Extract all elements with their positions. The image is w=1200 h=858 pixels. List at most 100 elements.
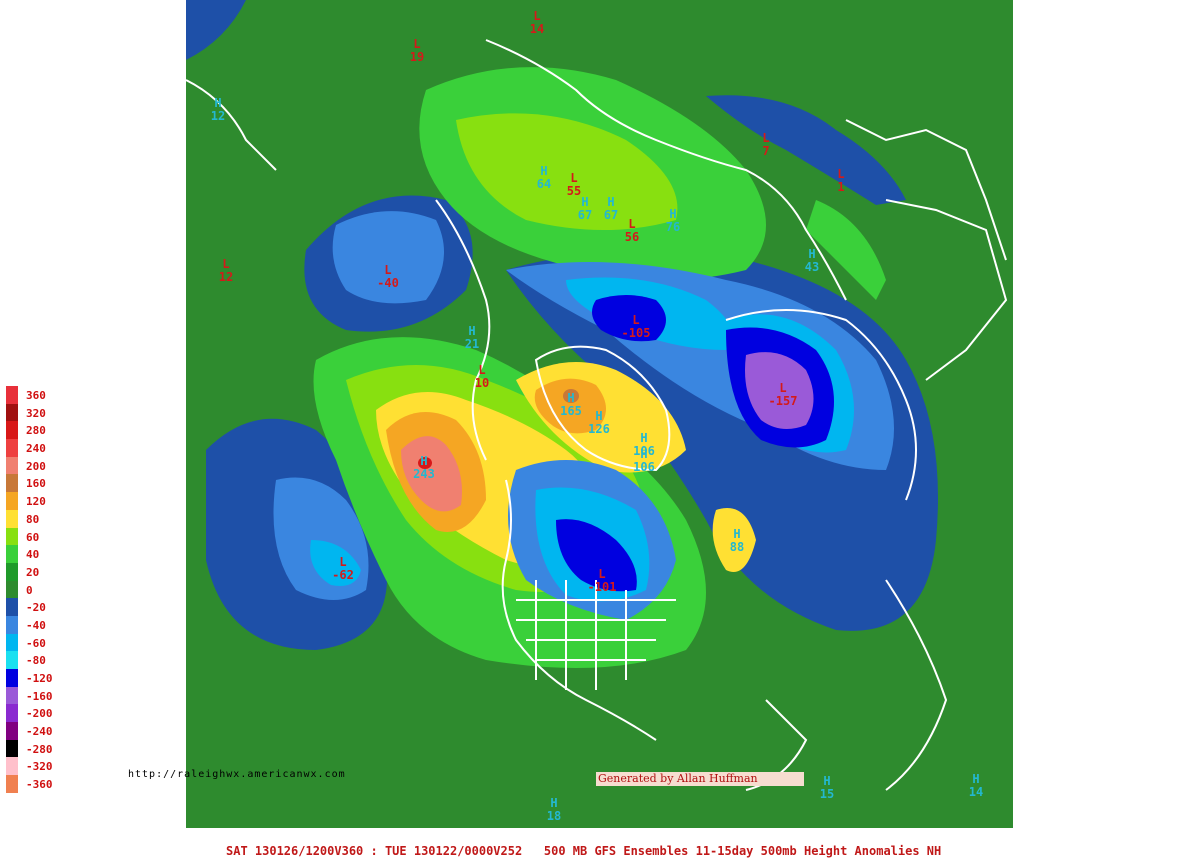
land-boundaries: [186, 39, 1008, 791]
legend-label: 280: [26, 424, 46, 438]
center-symbol: H: [607, 195, 615, 209]
legend-row: 360: [6, 386, 60, 404]
anomaly-contours: [186, 0, 1013, 828]
legend-row: -360: [6, 775, 60, 793]
center-symbol: L: [837, 167, 845, 181]
center-symbol: L: [628, 217, 636, 231]
center-l-157: L -157: [768, 382, 798, 408]
legend-swatch: [6, 386, 18, 404]
legend-label: -60: [26, 636, 46, 650]
legend-label: 240: [26, 442, 46, 456]
legend-swatch: [6, 633, 18, 652]
credit-label: Generated by Allan Huffman: [596, 772, 804, 786]
center-symbol: H: [823, 774, 831, 788]
pos-80-atlantic: [712, 508, 756, 572]
center-value: -157: [768, 394, 798, 408]
center-h-126: H 126: [584, 410, 614, 436]
center-symbol: L: [222, 257, 230, 271]
center-value: 126: [588, 422, 610, 436]
legend-swatch: [6, 686, 18, 705]
legend-label: 200: [26, 459, 46, 473]
center-value: 12: [218, 270, 234, 284]
legend-swatch: [6, 456, 18, 475]
center-value: 106: [633, 460, 655, 474]
center-value: 76: [665, 220, 681, 234]
map-title: SAT 130126/1200V360 : TUE 130122/0000V25…: [226, 844, 942, 858]
neg-40-alaska: [332, 211, 444, 304]
legend-swatch: [6, 421, 18, 440]
center-value: 1: [837, 180, 845, 194]
center-value: 64: [536, 177, 552, 191]
center-value: 43: [804, 260, 820, 274]
legend-label: 360: [26, 389, 46, 402]
pos-200-west: [401, 436, 462, 512]
legend-row: -240: [6, 722, 60, 740]
pos-240-core: [418, 457, 432, 469]
legend-swatch: [6, 598, 18, 616]
center-l-62: L -62: [328, 556, 358, 582]
center-value: 12: [210, 109, 226, 123]
legend-swatch: [6, 739, 18, 758]
legend-row: 200: [6, 456, 60, 475]
legend-swatch: [6, 509, 18, 528]
legend-label: -240: [26, 725, 53, 739]
legend-row: 40: [6, 545, 60, 563]
legend-label: -320: [26, 760, 53, 774]
center-value: 21: [464, 337, 480, 351]
anomaly-map: H 243 H 165 H 126 H 106 H 106 H 88 H 21 H 67 H 67 H 76 H 64 H 4…: [186, 0, 1013, 828]
legend-row: 0: [6, 580, 60, 599]
center-value: 106: [633, 444, 655, 458]
legend-label: 320: [26, 406, 46, 420]
pos-60-siberia: [456, 113, 678, 230]
center-symbol: L: [779, 381, 787, 395]
center-h-21: H 21: [457, 325, 487, 351]
center-h-67a: H 67: [570, 196, 600, 222]
center-value: -105: [621, 326, 651, 340]
legend-row: -40: [6, 615, 60, 634]
legend-swatch: [6, 562, 18, 581]
source-url: http://raleighwx.americanwx.com: [128, 769, 346, 780]
neg-band-nw: [186, 0, 246, 60]
center-value: 10: [474, 376, 490, 390]
center-l-10: L 10: [467, 364, 497, 390]
legend-swatch: [6, 545, 18, 563]
center-h-106a: H 106: [629, 432, 659, 458]
pos-band-asia: [806, 200, 886, 300]
center-l-40: L -40: [373, 264, 403, 290]
center-value: -101: [587, 580, 617, 594]
legend-row: 280: [6, 421, 60, 440]
legend-row: -320: [6, 757, 60, 776]
legend-swatch: [6, 492, 18, 510]
legend-swatch: [6, 474, 18, 493]
legend-swatch: [6, 757, 18, 776]
legend-row: 60: [6, 527, 60, 546]
center-value: -62: [332, 568, 354, 582]
legend-swatch: [6, 722, 18, 740]
center-symbol: L: [339, 555, 347, 569]
center-symbol: H: [540, 164, 548, 178]
legend-swatch: [6, 775, 18, 793]
center-l-101: L -101: [587, 568, 617, 594]
center-l-55: L 55: [559, 172, 589, 198]
center-symbol: H: [640, 431, 648, 445]
legend-row: -80: [6, 651, 60, 669]
center-l-14: L 14: [522, 10, 552, 36]
center-symbol: L: [762, 131, 770, 145]
center-symbol: L: [413, 37, 421, 51]
color-legend: 360 320 280 240 200 160 120 80 60 40 20 0 -20 -40 -60-…: [6, 386, 60, 793]
legend-row: 240: [6, 439, 60, 457]
legend-swatch: [6, 615, 18, 634]
center-h-76: H 76: [658, 208, 688, 234]
center-symbol: H: [214, 96, 222, 110]
pos-120-greenland: [534, 378, 606, 434]
center-h-88: H 88: [722, 528, 752, 554]
neg-120-arctic: [592, 295, 666, 342]
center-symbol: L: [533, 9, 541, 23]
legend-label: -20: [26, 601, 46, 615]
center-symbol: L: [598, 567, 606, 581]
center-symbol: H: [733, 527, 741, 541]
center-value: 67: [603, 208, 619, 222]
center-symbol: H: [550, 796, 558, 810]
center-symbol: H: [972, 772, 980, 786]
